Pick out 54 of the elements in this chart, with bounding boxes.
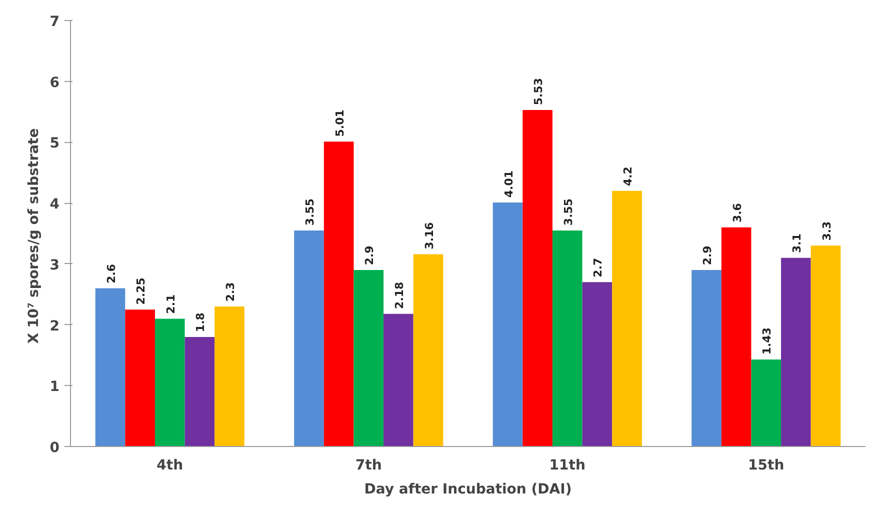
bar [413,254,444,446]
bar [721,227,752,446]
data-label: 1.43 [760,327,774,355]
bar [184,336,215,446]
x-tick-label: 4th [156,458,184,474]
data-label: 3.6 [730,202,744,223]
bar [582,282,612,446]
y-tick-label: 7 [50,14,60,30]
data-label: 2.6 [104,264,118,284]
data-label: 1.8 [194,312,208,332]
data-label: 3.1 [790,233,804,253]
data-label: 2.1 [164,294,178,314]
bar [154,318,185,446]
data-label: 4.2 [622,166,634,186]
data-label: 5.53 [532,78,546,106]
data-label: 4.01 [502,170,516,198]
x-tick-label: 7th [355,458,382,474]
bar [384,314,414,446]
bar [354,270,384,446]
y-tick-label: 3 [50,257,60,274]
x-tick-label: 15th [748,458,784,474]
data-label: 2.18 [392,282,406,309]
bar [214,306,244,446]
data-label: 3.55 [562,198,575,226]
data-label: 2.9 [363,246,376,266]
data-label: 2.25 [134,278,148,305]
bar [294,230,324,446]
y-tick-label: 1 [50,379,60,396]
y-tick-label: 4 [50,196,60,213]
bar [492,202,523,446]
bar [95,288,126,446]
y-tick-label: 6 [50,74,60,91]
data-label: 3.16 [422,222,436,250]
bar [612,190,642,446]
bar [125,310,155,446]
bar [751,359,782,446]
data-label: 2.7 [592,258,605,278]
data-label: 2.9 [701,246,714,266]
data-label: 5.01 [333,110,346,137]
data-label: 3.3 [820,221,834,241]
y-tick-label: 5 [50,136,60,152]
y-axis-title: X 10⁷ spores/g of substrate [26,128,42,344]
data-label: 2.3 [224,282,237,302]
y-tick-label: 2 [50,318,60,334]
data-label: 3.55 [304,198,316,226]
bar [810,246,841,446]
x-axis-title: Day after Incubation (DAI) [364,482,572,498]
bar [781,258,811,446]
bar [552,230,582,446]
y-tick-label: 0 [50,440,60,456]
bar [522,110,552,446]
bar [324,142,354,446]
bar [692,270,722,446]
x-tick-label: 11th [549,458,586,474]
